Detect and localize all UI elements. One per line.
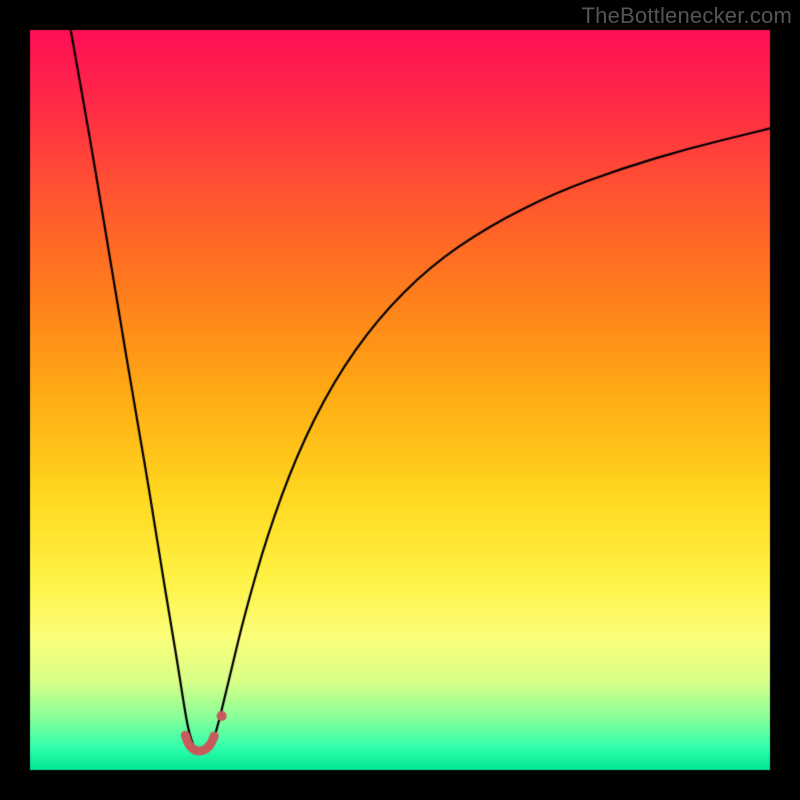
watermark-label: TheBottlenecker.com xyxy=(582,3,792,29)
chart-stage: TheBottlenecker.com xyxy=(0,0,800,800)
bottleneck-chart-canvas xyxy=(0,0,800,800)
